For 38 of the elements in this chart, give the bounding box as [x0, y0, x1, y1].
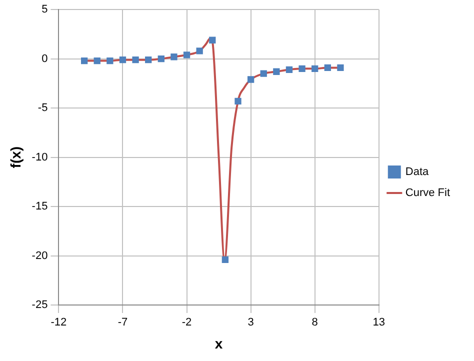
- x-tick-label: 8: [312, 316, 318, 329]
- point: [80, 57, 88, 64]
- point: [94, 57, 100, 64]
- point: [106, 57, 114, 64]
- legend-label: Curve Fit: [405, 187, 450, 200]
- point: [298, 65, 306, 72]
- y-tick-label: -5: [38, 102, 48, 114]
- point: [260, 70, 267, 77]
- point: [158, 56, 164, 62]
- x-tick-label: -7: [118, 316, 128, 329]
- x-axis-title: x: [214, 335, 223, 352]
- x-tick-label: 3: [248, 316, 254, 329]
- point: [273, 68, 280, 75]
- y-tick-label: -10: [32, 151, 48, 164]
- y-tick-label: 5: [42, 4, 48, 16]
- point: [170, 54, 178, 60]
- x-tick-label: -12: [50, 316, 67, 329]
- y-tick-label: -25: [32, 299, 48, 312]
- y-axis-title: f(x): [7, 146, 24, 168]
- point: [209, 36, 216, 44]
- y-tick-label: -15: [32, 200, 48, 213]
- point: [196, 48, 203, 54]
- y-tick-label: -20: [32, 250, 48, 262]
- point: [222, 256, 229, 264]
- x-tick-label: 13: [372, 316, 386, 329]
- point: [337, 64, 344, 72]
- y-tick-label: 0: [42, 52, 48, 65]
- point: [234, 98, 242, 105]
- point: [119, 56, 126, 64]
- point: [183, 52, 190, 58]
- point: [286, 66, 293, 73]
- point: [324, 64, 331, 72]
- x-tick-label: -2: [182, 316, 192, 329]
- point: [145, 56, 152, 64]
- point: [312, 65, 318, 72]
- legend-label: Data: [405, 166, 430, 178]
- point: [247, 76, 254, 83]
- point: [132, 56, 139, 64]
